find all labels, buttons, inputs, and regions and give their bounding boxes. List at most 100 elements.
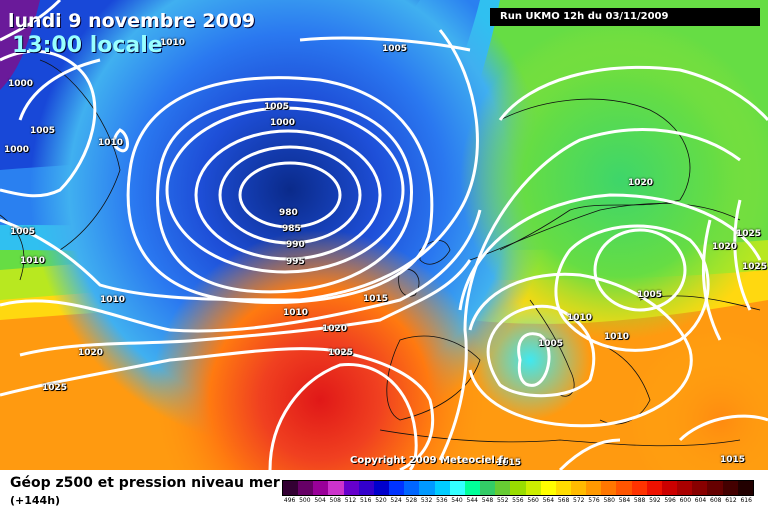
color-scale-tick: 572	[573, 497, 585, 504]
isobar-label: 1005	[10, 227, 36, 237]
isobar-label: 1020	[712, 242, 738, 252]
color-scale-tick: 520	[375, 497, 387, 504]
isobar-label: 1000	[270, 118, 296, 128]
color-scale-cell	[373, 481, 390, 495]
color-scale-tick: 596	[664, 497, 676, 504]
isobar-label: 980	[279, 208, 298, 218]
color-scale-cell	[510, 481, 526, 495]
color-scale-cell	[555, 481, 571, 495]
color-scale-cell	[601, 481, 617, 495]
isobar-label: 990	[286, 240, 305, 250]
isobar-label: 1020	[322, 324, 348, 334]
color-scale-tick: 600	[679, 497, 692, 504]
isobar-label: 1025	[42, 383, 68, 393]
forecast-time: 13:00 locale	[12, 33, 163, 58]
copyright-text: Copyright 2009 Meteociel.fr	[350, 455, 508, 466]
color-scale-cell	[525, 481, 541, 495]
isobar-label: 1025	[742, 262, 768, 272]
isobar-label: 1015	[363, 294, 389, 304]
model-run-label: Run UKMO 12h du 03/11/2009	[490, 8, 760, 26]
color-scale-tick: 500	[299, 497, 311, 504]
isobar-label: 1005	[637, 290, 663, 300]
isobar-label: 1000	[4, 145, 30, 155]
color-scale-cell	[631, 481, 647, 495]
color-scale-tick: 536	[436, 497, 448, 504]
isobar-label: 1005	[538, 339, 564, 349]
color-scale-tick: 508	[329, 497, 341, 504]
color-scale-tick: 580	[603, 497, 615, 504]
legend-panel: Géop z500 et pression niveau mer (+144h)…	[0, 470, 768, 512]
isobar-label: 1000	[8, 79, 34, 89]
color-scale-cell	[692, 481, 708, 495]
color-scale-tick: 548	[481, 497, 494, 504]
isobar-label: 1005	[264, 102, 290, 112]
isobar-label: 1010	[604, 332, 630, 342]
color-scale-cell	[677, 481, 693, 495]
color-scale-tick: 592	[649, 497, 661, 504]
isobar-label: 1020	[628, 178, 654, 188]
color-scale-cell	[343, 481, 359, 495]
color-scale-tick: 584	[618, 497, 631, 504]
isobar-label: 1010	[567, 313, 593, 323]
color-scale-cell	[661, 481, 678, 495]
color-scale-cell	[586, 481, 602, 495]
color-scale-tick: 564	[542, 497, 555, 504]
color-scale-cell	[419, 481, 435, 495]
color-scale-cell	[358, 481, 374, 495]
color-scale-tick: 612	[725, 497, 737, 504]
color-scale-tick: 604	[694, 497, 707, 504]
isobar-label: 1010	[20, 256, 46, 266]
color-scale-tick: 588	[633, 497, 646, 504]
color-scale-cell	[449, 481, 465, 495]
isobar-label: 1005	[382, 44, 408, 54]
isobar-label: 1010	[283, 308, 309, 318]
color-scale-cell	[540, 481, 556, 495]
isobar-label: 1010	[98, 138, 124, 148]
isobar-label: 1025	[736, 229, 762, 239]
color-scale-cell	[707, 481, 723, 495]
color-scale-cell	[464, 481, 481, 495]
isobar-label: 1020	[78, 348, 104, 358]
color-scale-cell	[434, 481, 450, 495]
color-scale-cell	[480, 481, 496, 495]
color-scale-cell	[646, 481, 662, 495]
color-scale-cell	[404, 481, 420, 495]
color-scale-tick: 524	[390, 497, 402, 504]
color-scale-cell	[283, 481, 299, 495]
isobar-label: 1015	[720, 455, 746, 465]
color-scale-tick: 504	[314, 497, 326, 504]
color-scale-cell	[298, 481, 314, 495]
color-scale-cell	[328, 481, 344, 495]
isobar-label: 1010	[100, 295, 126, 305]
weather-map: 1010 1000 1005 1000 1010 1005 1005 1000 …	[0, 0, 768, 470]
color-scale-tick: 496	[283, 497, 296, 504]
isobar-label: 985	[282, 224, 301, 234]
isobar-label: 1010	[160, 38, 186, 48]
color-scale-tick: 576	[588, 497, 600, 504]
color-scale-bar	[282, 480, 754, 496]
isobar-label: 1015	[496, 458, 522, 468]
color-scale-ticks: 496 500 504 508 512 516 520 524 528 532 536 540 544 5…	[282, 497, 754, 504]
isobar-label: 1025	[328, 348, 354, 358]
color-scale-cell	[616, 481, 632, 495]
coastlines	[0, 59, 761, 447]
color-scale-tick: 512	[344, 497, 357, 504]
isobar-label: 1005	[30, 126, 56, 136]
forecast-date: lundi 9 novembre 2009	[8, 10, 256, 32]
color-scale-tick: 608	[710, 497, 722, 504]
color-scale-cell	[570, 481, 587, 495]
color-scale-tick: 552	[496, 497, 509, 504]
legend-title: Géop z500 et pression niveau mer	[10, 475, 280, 491]
color-scale-tick: 532	[420, 497, 433, 504]
map-canvas	[0, 0, 768, 470]
color-scale-cell	[722, 481, 738, 495]
color-scale-tick: 616	[740, 497, 752, 504]
color-scale-tick: 516	[359, 497, 372, 504]
color-scale-cell	[737, 481, 753, 495]
color-scale-cell	[495, 481, 511, 495]
color-scale-tick: 568	[557, 497, 570, 504]
legend-subtitle: (+144h)	[10, 494, 61, 507]
color-scale-tick: 540	[451, 497, 463, 504]
color-scale-cell	[389, 481, 405, 495]
color-scale-tick: 544	[466, 497, 478, 504]
